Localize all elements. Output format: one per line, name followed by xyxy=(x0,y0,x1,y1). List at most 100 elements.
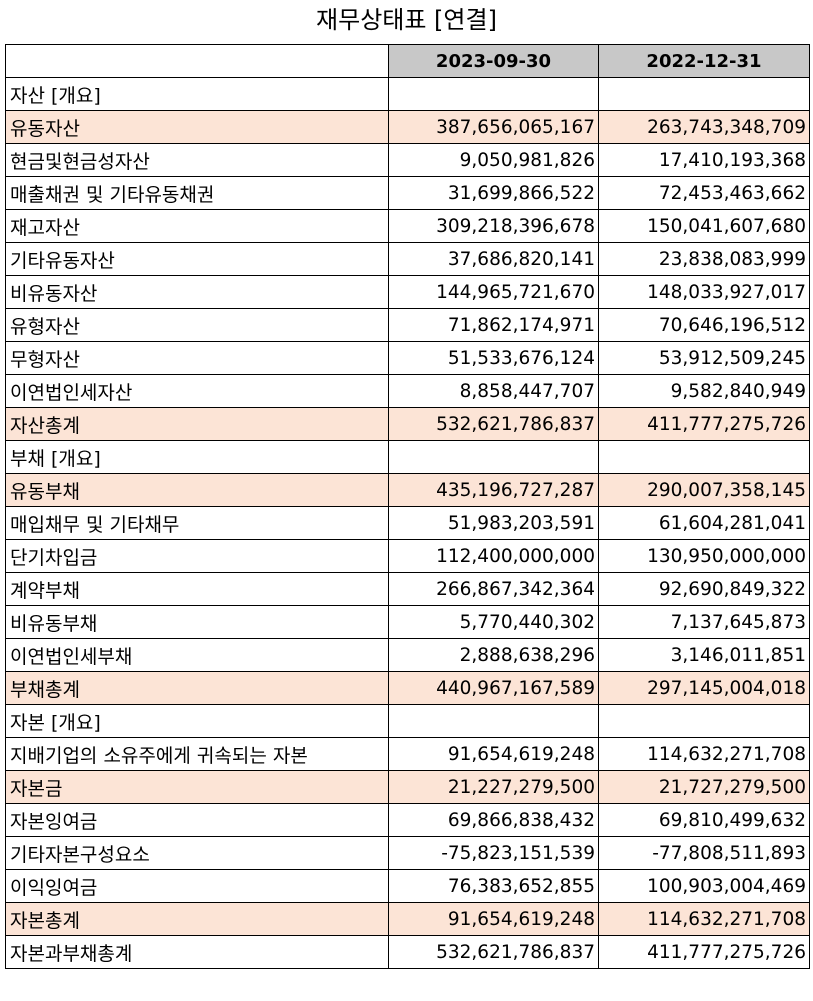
table-row: 자본잉여금 69,866,838,432 69,810,499,632 xyxy=(5,803,810,837)
value-2023-09-30: 387,656,065,167 xyxy=(388,110,599,144)
row-label: 유동부채 xyxy=(5,473,389,507)
value-2023-09-30: 9,050,981,826 xyxy=(388,143,599,177)
column-header-prior: 2022-12-31 xyxy=(598,44,810,78)
header-label-cell xyxy=(5,44,389,78)
table-row: 자본총계 91,654,619,248 114,632,271,708 xyxy=(5,902,810,936)
value-2022-12-31: 263,743,348,709 xyxy=(598,110,810,144)
table-row: 비유동부채 5,770,440,302 7,137,645,873 xyxy=(5,605,810,639)
row-label: 자본과부채총계 xyxy=(5,935,389,969)
value-2023-09-30: 532,621,786,837 xyxy=(388,407,599,441)
value-2022-12-31 xyxy=(598,704,810,738)
row-label: 기타자본구성요소 xyxy=(5,836,389,870)
value-2022-12-31: 17,410,193,368 xyxy=(598,143,810,177)
row-label: 현금및현금성자산 xyxy=(5,143,389,177)
value-2023-09-30: 51,533,676,124 xyxy=(388,341,599,375)
value-2023-09-30 xyxy=(388,704,599,738)
row-label: 자산총계 xyxy=(5,407,389,441)
value-2022-12-31: 148,033,927,017 xyxy=(598,275,810,309)
value-2022-12-31: -77,808,511,893 xyxy=(598,836,810,870)
value-2022-12-31: 114,632,271,708 xyxy=(598,902,810,936)
value-2023-09-30: 440,967,167,589 xyxy=(388,671,599,705)
value-2023-09-30: 91,654,619,248 xyxy=(388,737,599,771)
row-label: 계약부채 xyxy=(5,572,389,606)
table-row: 기타유동자산 37,686,820,141 23,838,083,999 xyxy=(5,242,810,276)
value-2023-09-30: 51,983,203,591 xyxy=(388,506,599,540)
value-2022-12-31: 114,632,271,708 xyxy=(598,737,810,771)
table-header-row: 2023-09-30 2022-12-31 xyxy=(5,44,810,78)
table-body: 자산 [개요] 유동자산 387,656,065,167 263,743,348,70… xyxy=(5,77,810,969)
table-row: 유형자산 71,862,174,971 70,646,196,512 xyxy=(5,308,810,342)
value-2022-12-31: 3,146,011,851 xyxy=(598,638,810,672)
table-row: 자본과부채총계 532,621,786,837 411,777,275,726 xyxy=(5,935,810,969)
table-row: 자본금 21,227,279,500 21,727,279,500 xyxy=(5,770,810,804)
row-label: 자본금 xyxy=(5,770,389,804)
table-row: 기타자본구성요소 -75,823,151,539 -77,808,511,893 xyxy=(5,836,810,870)
value-2022-12-31: 69,810,499,632 xyxy=(598,803,810,837)
row-label: 매입채무 및 기타채무 xyxy=(5,506,389,540)
value-2022-12-31 xyxy=(598,77,810,111)
value-2023-09-30: 91,654,619,248 xyxy=(388,902,599,936)
table-row: 부채총계 440,967,167,589 297,145,004,018 xyxy=(5,671,810,705)
balance-sheet-table: 2023-09-30 2022-12-31 자산 [개요] 유동자산 387,656… xyxy=(5,44,810,969)
row-label: 단기차입금 xyxy=(5,539,389,573)
table-row: 부채 [개요] xyxy=(5,440,810,474)
row-label: 부채총계 xyxy=(5,671,389,705)
value-2022-12-31: 92,690,849,322 xyxy=(598,572,810,606)
value-2022-12-31: 297,145,004,018 xyxy=(598,671,810,705)
value-2022-12-31: 130,950,000,000 xyxy=(598,539,810,573)
table-row: 무형자산 51,533,676,124 53,912,509,245 xyxy=(5,341,810,375)
value-2022-12-31: 9,582,840,949 xyxy=(598,374,810,408)
row-label: 이연법인세부채 xyxy=(5,638,389,672)
value-2023-09-30: 266,867,342,364 xyxy=(388,572,599,606)
table-row: 자산 [개요] xyxy=(5,77,810,111)
table-row: 매출채권 및 기타유동채권 31,699,866,522 72,453,463,66… xyxy=(5,176,810,210)
table-row: 계약부채 266,867,342,364 92,690,849,322 xyxy=(5,572,810,606)
table-row: 이연법인세부채 2,888,638,296 3,146,011,851 xyxy=(5,638,810,672)
value-2023-09-30: 76,383,652,855 xyxy=(388,869,599,903)
value-2023-09-30: 112,400,000,000 xyxy=(388,539,599,573)
table-row: 유동자산 387,656,065,167 263,743,348,709 xyxy=(5,110,810,144)
value-2022-12-31: 21,727,279,500 xyxy=(598,770,810,804)
row-label: 유동자산 xyxy=(5,110,389,144)
value-2022-12-31: 61,604,281,041 xyxy=(598,506,810,540)
value-2023-09-30: -75,823,151,539 xyxy=(388,836,599,870)
value-2023-09-30: 144,965,721,670 xyxy=(388,275,599,309)
value-2023-09-30: 8,858,447,707 xyxy=(388,374,599,408)
row-label: 비유동부채 xyxy=(5,605,389,639)
row-label: 매출채권 및 기타유동채권 xyxy=(5,176,389,210)
value-2023-09-30: 2,888,638,296 xyxy=(388,638,599,672)
row-label: 이익잉여금 xyxy=(5,869,389,903)
value-2023-09-30: 37,686,820,141 xyxy=(388,242,599,276)
page-title: 재무상태표 [연결] xyxy=(316,6,497,34)
value-2022-12-31: 411,777,275,726 xyxy=(598,935,810,969)
value-2022-12-31: 290,007,358,145 xyxy=(598,473,810,507)
value-2022-12-31: 7,137,645,873 xyxy=(598,605,810,639)
row-label: 부채 [개요] xyxy=(5,440,389,474)
table-row: 현금및현금성자산 9,050,981,826 17,410,193,368 xyxy=(5,143,810,177)
value-2023-09-30: 69,866,838,432 xyxy=(388,803,599,837)
value-2023-09-30: 21,227,279,500 xyxy=(388,770,599,804)
row-label: 자본잉여금 xyxy=(5,803,389,837)
table-row: 자본 [개요] xyxy=(5,704,810,738)
row-label: 자본 [개요] xyxy=(5,704,389,738)
value-2022-12-31: 411,777,275,726 xyxy=(598,407,810,441)
table-row: 자산총계 532,621,786,837 411,777,275,726 xyxy=(5,407,810,441)
value-2023-09-30: 5,770,440,302 xyxy=(388,605,599,639)
column-header-current: 2023-09-30 xyxy=(388,44,599,78)
value-2022-12-31 xyxy=(598,440,810,474)
value-2022-12-31: 23,838,083,999 xyxy=(598,242,810,276)
row-label: 유형자산 xyxy=(5,308,389,342)
table-row: 이익잉여금 76,383,652,855 100,903,004,469 xyxy=(5,869,810,903)
table-row: 유동부채 435,196,727,287 290,007,358,145 xyxy=(5,473,810,507)
row-label: 기타유동자산 xyxy=(5,242,389,276)
row-label: 자산 [개요] xyxy=(5,77,389,111)
value-2022-12-31: 70,646,196,512 xyxy=(598,308,810,342)
value-2023-09-30: 71,862,174,971 xyxy=(388,308,599,342)
value-2023-09-30: 31,699,866,522 xyxy=(388,176,599,210)
row-label: 이연법인세자산 xyxy=(5,374,389,408)
row-label: 비유동자산 xyxy=(5,275,389,309)
table-row: 단기차입금 112,400,000,000 130,950,000,000 xyxy=(5,539,810,573)
value-2022-12-31: 150,041,607,680 xyxy=(598,209,810,243)
value-2023-09-30: 309,218,396,678 xyxy=(388,209,599,243)
row-label: 자본총계 xyxy=(5,902,389,936)
